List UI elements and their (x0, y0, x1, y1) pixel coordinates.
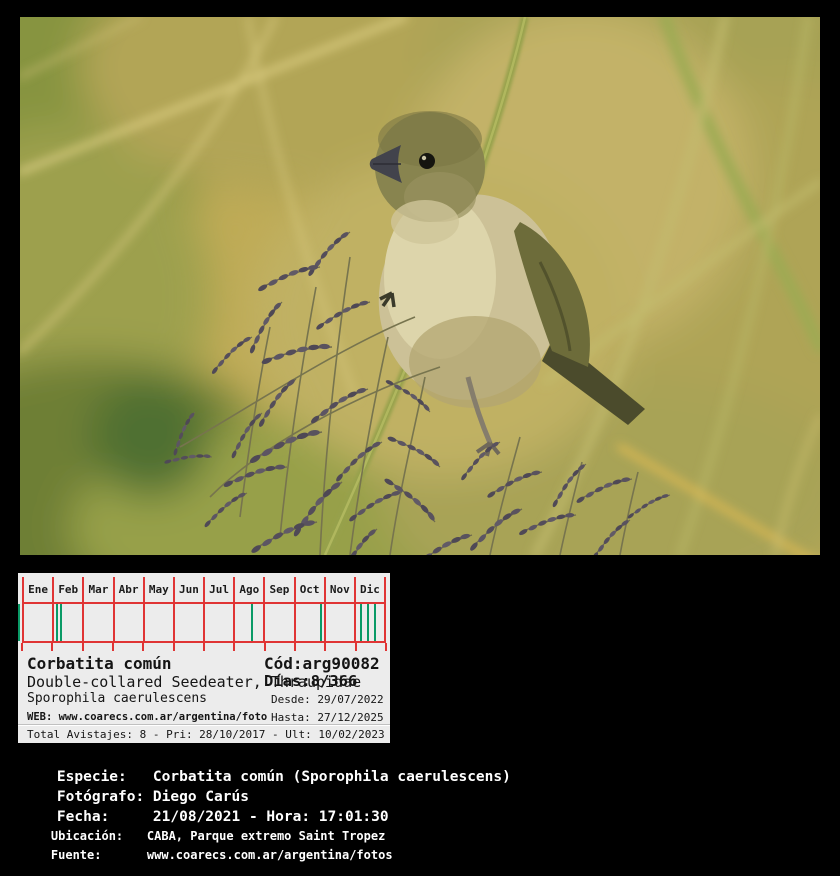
detail-label: Especie: (56, 769, 127, 785)
divider (18, 724, 390, 726)
calendar-body-cell (203, 604, 233, 641)
record-code: Cód:arg90082 (264, 654, 380, 673)
calendar-tick (324, 643, 327, 651)
detail-row-especie: Especie: Corbatita común (Sporophila caer… (22, 753, 511, 801)
sighting-mark (250, 604, 253, 641)
sighting-mark (374, 604, 377, 641)
calendar-tick (354, 643, 357, 651)
calendar-body-cell (52, 604, 82, 641)
calendar-month-feb: Feb (52, 577, 82, 602)
calendar-body-row (18, 602, 386, 643)
calendar-body-cell (293, 604, 324, 641)
calendar-body-cell (323, 604, 354, 641)
photo-details: Especie: Corbatita común (Sporophila caer… (22, 750, 818, 862)
detail-value: Corbatita común (Sporophila caerulescens… (152, 769, 511, 785)
calendar-month-mar: Mar (82, 577, 112, 602)
total-sightings: Total Avistajes: 8 - Pri: 28/10/2017 - U… (27, 728, 385, 741)
calendar-month-jun: Jun (172, 577, 203, 602)
calendar-tick (172, 643, 175, 651)
detail-label: Fotógrafo: (56, 789, 145, 805)
sighting-mark (18, 604, 21, 641)
bird-leg (465, 376, 493, 444)
calendar-tick (263, 643, 266, 651)
bird-photo-art (20, 17, 820, 555)
calendar-month-nov: Nov (323, 577, 354, 602)
english-family: Double-collared Seedeater, Thraupidae (27, 673, 362, 691)
calendar-tick (233, 643, 236, 651)
detail-value: Diego Carús (152, 789, 249, 805)
calendar-month-oct: Oct (293, 577, 324, 602)
calendar-body-cell (112, 604, 143, 641)
calendar-tick (203, 643, 205, 651)
common-name: Corbatita común (27, 654, 172, 673)
calendar-month-sep: Sep (263, 577, 293, 602)
sighting-mark (360, 604, 363, 641)
calendar-month-ene: Ene (22, 577, 52, 602)
calendar-tick (294, 643, 296, 651)
detail-value: www.coarecs.com.ar/argentina/fotos (146, 848, 393, 862)
bird-photo (20, 17, 820, 555)
calendar-month-ago: Ago (233, 577, 263, 602)
calendar-tick (142, 643, 145, 651)
calendar-body-cell (142, 604, 173, 641)
calendar-month-row: Ene Feb Mar Abr May Jun Jul Ago Sep Oct Nov Dic (22, 577, 386, 602)
sighting-mark (55, 604, 58, 641)
detail-label: Ubicación: (50, 829, 124, 843)
calendar-body-cell (172, 604, 203, 641)
bird-eye (419, 153, 435, 169)
seed-panicles (158, 229, 671, 555)
detail-value: CABA, Parque extremo Saint Tropez (146, 829, 386, 843)
calendar-tick (81, 643, 84, 651)
scientific-name: Sporophila caerulescens (27, 691, 208, 706)
sighting-mark (59, 604, 62, 641)
calendar-body-cell (82, 604, 112, 641)
detail-row-ubicacion: Ubicación: CABA, Parque extremo Saint Tro… (22, 815, 385, 857)
calendar-ticks (21, 643, 387, 651)
calendar-month-jul: Jul (203, 577, 233, 602)
month-chart: Ene Feb Mar Abr May Jun Jul Ago Sep Oct Nov Dic (18, 577, 387, 651)
calendar-body-cell (22, 604, 52, 641)
days-count: Días:8/366 (264, 672, 358, 690)
page: { "colors": { "background": "#000000", "… (18, 17, 820, 862)
detail-row-fuente: Fuente: www.coarecs.com.ar/argentina/foto… (22, 834, 393, 876)
desde-date: Desde: 29/07/2022 (271, 693, 384, 706)
calendar-tick (21, 643, 23, 651)
detail-value: 21/08/2021 - Hora: 17:01:30 (152, 809, 389, 825)
calendar-month-may: May (142, 577, 173, 602)
web-link[interactable]: WEB: www.coarecs.com.ar/argentina/foto (27, 711, 268, 723)
detail-label: Fuente: (50, 848, 102, 862)
calendar-tick (51, 643, 54, 651)
calendar-month-dic: Dic (353, 577, 384, 602)
calendar-tick (112, 643, 114, 651)
sighting-mark (319, 604, 322, 641)
calendar-body-cell (263, 604, 293, 641)
detail-row-fecha: Fecha: 21/08/2021 - Hora: 17:01:30 (22, 793, 389, 841)
calendar-month-abr: Abr (112, 577, 143, 602)
bird-wing (514, 222, 590, 367)
calendar-body-cell (233, 604, 263, 641)
sighting-mark (366, 604, 369, 641)
calendar-tick (385, 643, 387, 651)
hasta-date: Hasta: 27/12/2025 (271, 711, 384, 724)
detail-label: Fecha: (56, 809, 110, 825)
detail-row-fotografo: Fotógrafo: Diego Carús (22, 773, 249, 821)
record-summary-card: Ene Feb Mar Abr May Jun Jul Ago Sep Oct Nov Dic Cor… (18, 573, 390, 743)
calendar-body-cell (353, 604, 384, 641)
